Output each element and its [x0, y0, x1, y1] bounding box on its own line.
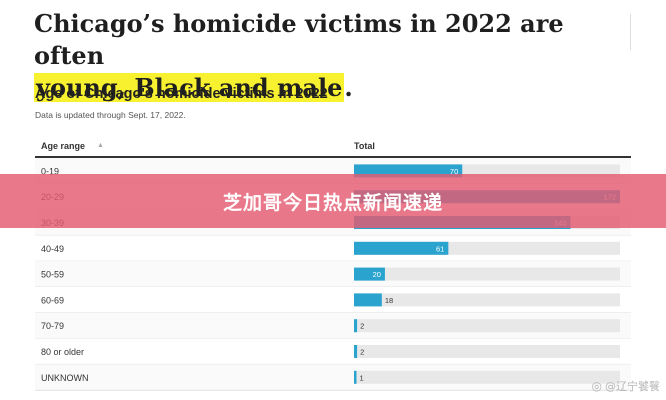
- data-label: 18: [385, 296, 393, 305]
- bar-track: [354, 267, 620, 281]
- watermark: ◎ @辽宁饕餮: [592, 378, 660, 394]
- bar-track: [354, 293, 620, 307]
- headline-line1: Chicago’s homicide victims in 2022 are o…: [34, 9, 564, 70]
- age-range-label: 40-49: [41, 244, 64, 254]
- header-rule: [35, 156, 631, 158]
- headline: Chicago’s homicide victims in 2022 are o…: [34, 8, 634, 104]
- bar: [354, 370, 357, 384]
- age-range-label: 0-19: [41, 166, 59, 176]
- divider: [630, 14, 631, 50]
- bar-track: [354, 370, 620, 384]
- bar-track: [354, 319, 620, 333]
- banner-text: 芝加哥今日热点新闻速递: [222, 191, 443, 214]
- bar: [354, 267, 385, 281]
- column-header-total[interactable]: Total: [354, 141, 375, 151]
- data-label: 70: [450, 167, 458, 176]
- bar: [354, 319, 358, 333]
- data-label: 1: [360, 373, 364, 382]
- age-range-label: 70-79: [41, 321, 64, 331]
- data-label: 61: [436, 244, 444, 253]
- watermark-text: @辽宁饕餮: [605, 380, 660, 393]
- weibo-icon: ◎: [591, 379, 602, 393]
- column-header-age[interactable]: Age range: [41, 141, 86, 151]
- age-range-label: 80 or older: [41, 347, 84, 357]
- bar-track: [354, 345, 620, 358]
- chart-title: Age of Chicago's homicide victims in 202…: [35, 86, 328, 102]
- bar: [354, 241, 449, 255]
- headline-highlight: young, Black and male: [34, 73, 345, 102]
- headline-suffix: .: [344, 73, 353, 102]
- bar: [354, 345, 358, 358]
- bar: [354, 293, 382, 307]
- data-label: 2: [360, 348, 364, 357]
- age-range-label: UNKNOWN: [41, 373, 89, 383]
- sort-ascending-icon[interactable]: ▲: [97, 142, 104, 149]
- data-label: 2: [360, 322, 364, 331]
- update-note: Data is updated through Sept. 17, 2022.: [35, 110, 186, 120]
- age-range-label: 50-59: [41, 270, 64, 280]
- overlay-banner: 芝加哥今日热点新闻速递: [0, 174, 666, 228]
- age-range-label: 60-69: [41, 295, 64, 305]
- data-label: 20: [373, 270, 381, 279]
